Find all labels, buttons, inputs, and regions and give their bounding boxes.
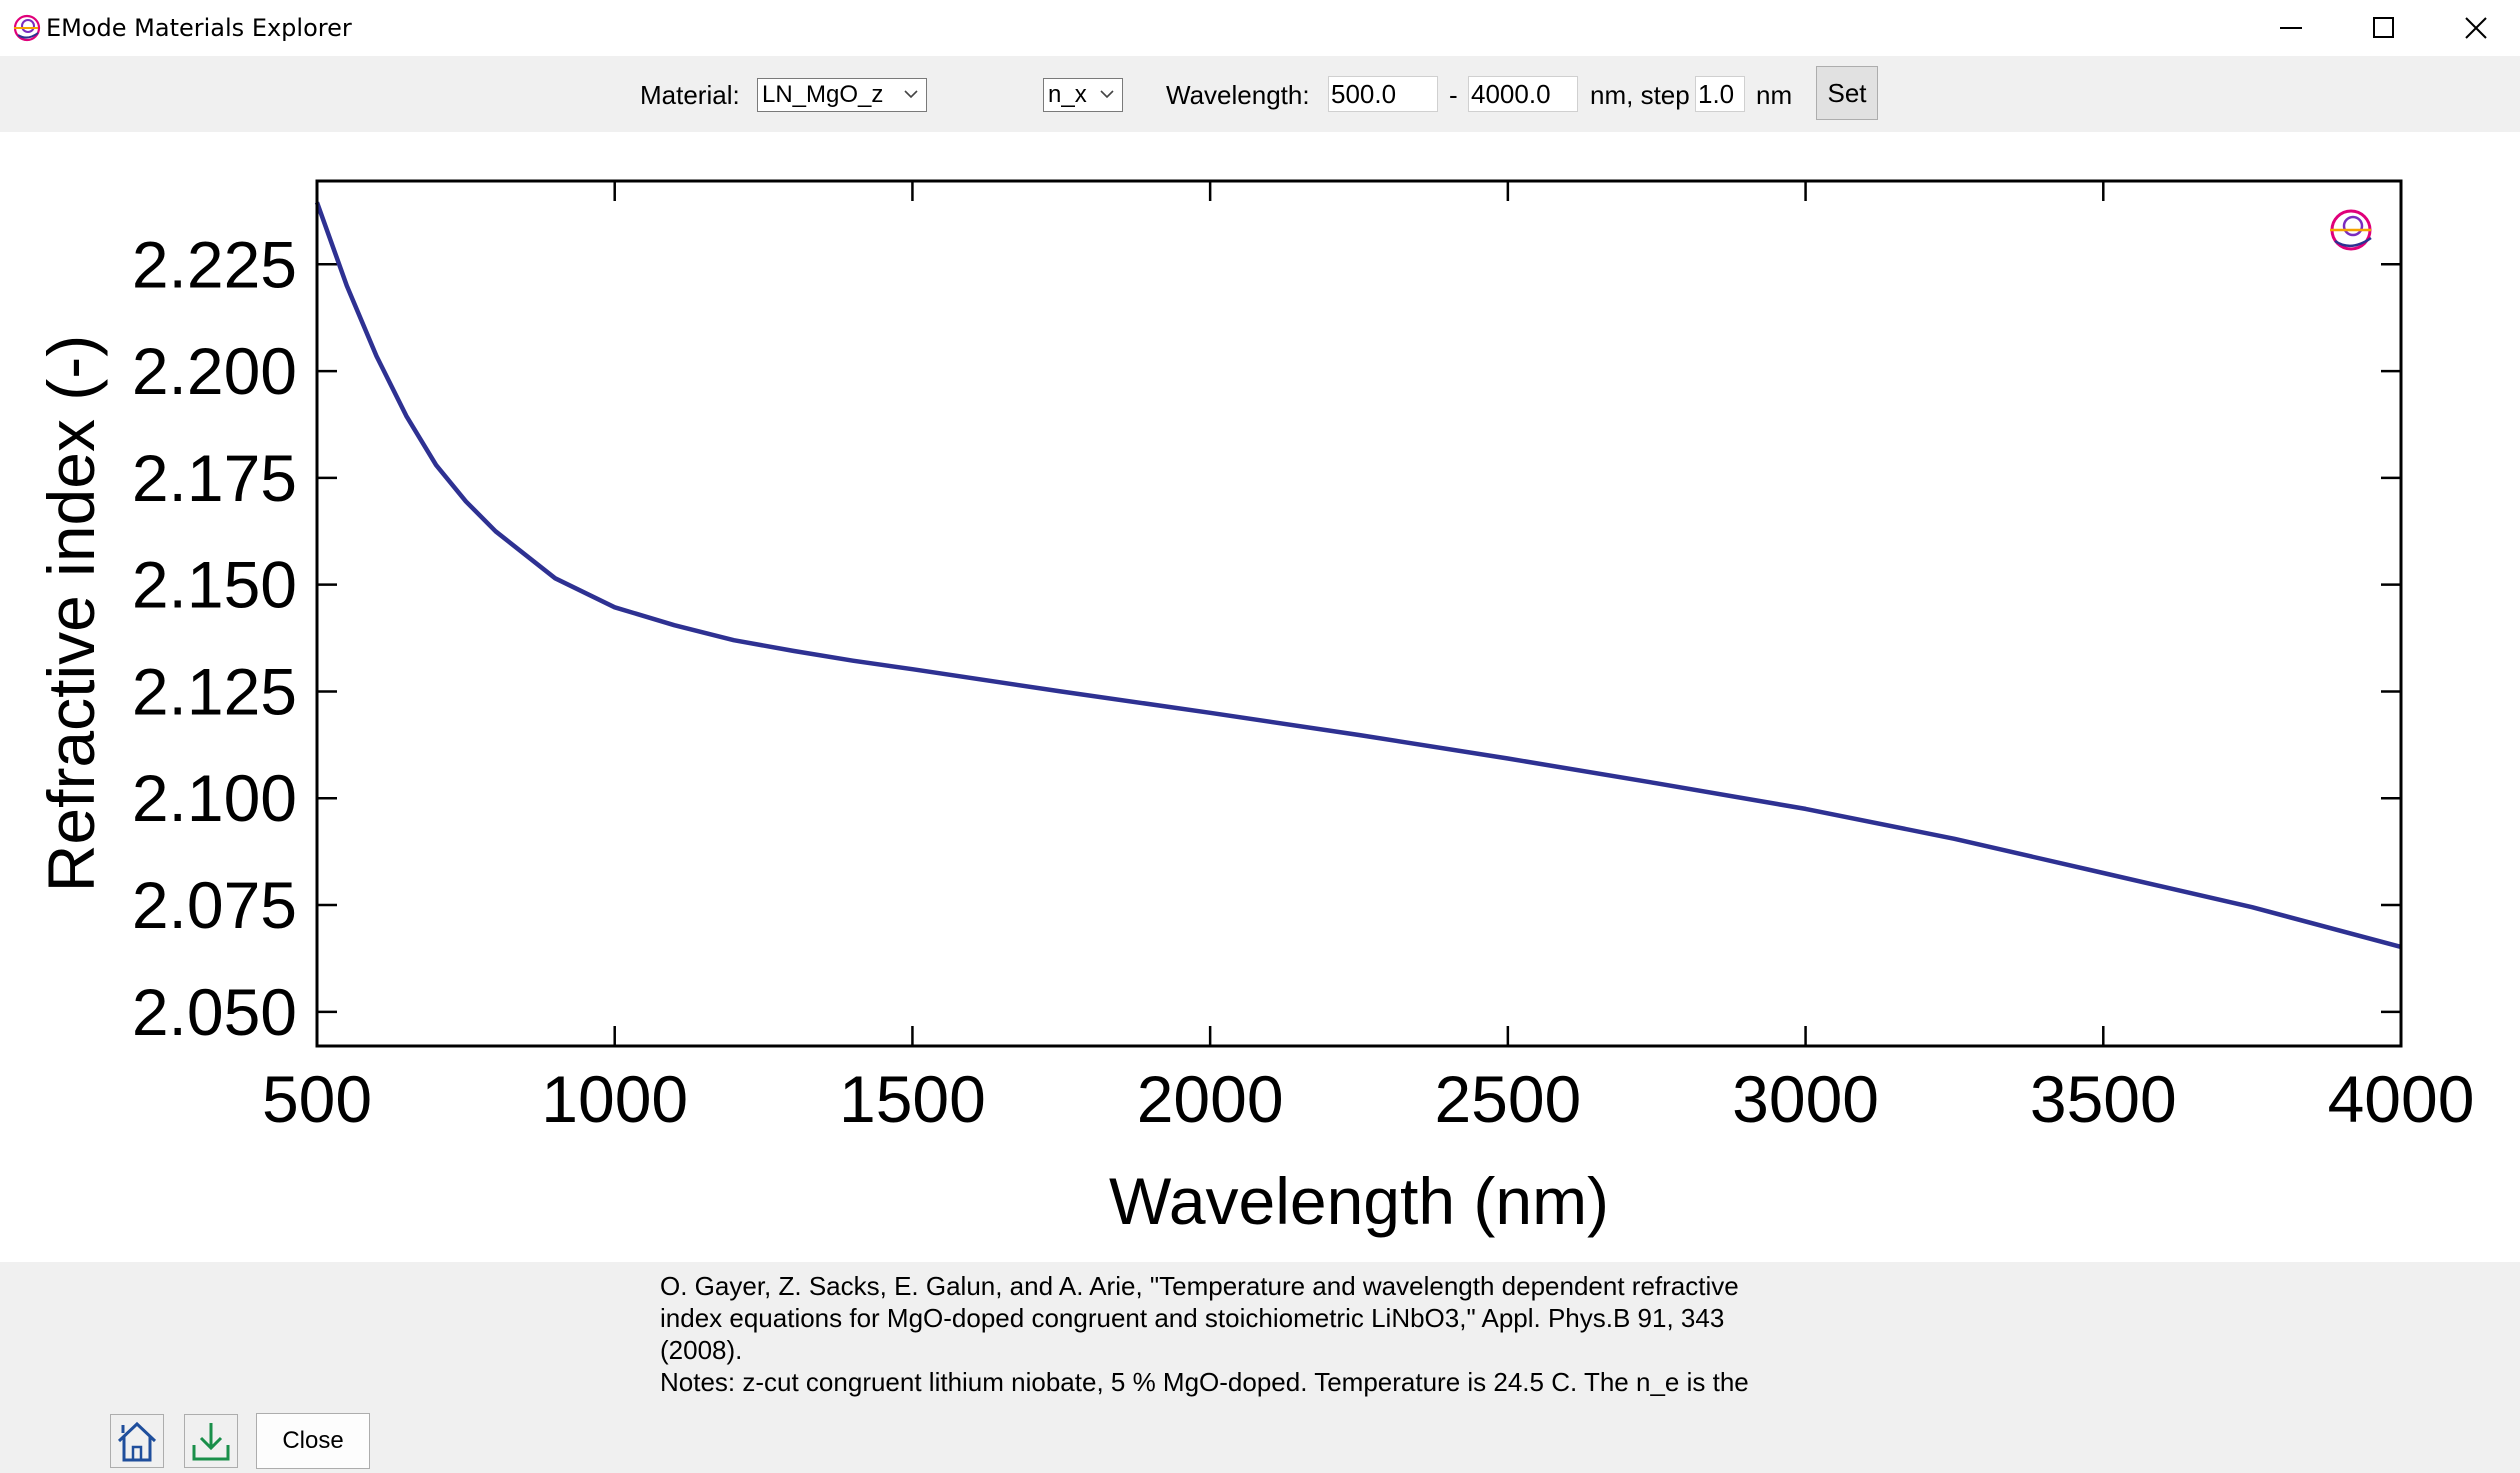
reference-line: (2008).	[660, 1335, 743, 1365]
x-tick-label: 2500	[1434, 1062, 1581, 1136]
y-tick-label: 2.125	[132, 654, 297, 728]
close-icon	[2465, 17, 2487, 39]
y-tick-label: 2.150	[132, 548, 297, 622]
x-axis-ticks: 500 1000 1500 2000 2500 3000 3500 4000	[262, 181, 2474, 1136]
reference-line: index equations for MgO-doped congruent …	[660, 1303, 1725, 1333]
notes-line: Notes: z-cut congruent lithium niobate, …	[660, 1367, 1749, 1397]
x-tick-label: 3000	[1732, 1062, 1879, 1136]
wavelength-min-input[interactable]: 500.0	[1328, 76, 1438, 112]
minimize-icon	[2280, 27, 2302, 29]
x-tick-label: 500	[262, 1062, 372, 1136]
x-tick-label: 4000	[2328, 1062, 2475, 1136]
material-label: Material:	[640, 80, 740, 110]
x-axis-label: Wavelength (nm)	[1109, 1164, 1609, 1238]
nm-step-label: nm, step	[1590, 80, 1690, 110]
range-dash: -	[1449, 80, 1458, 110]
series-line	[314, 201, 2402, 950]
x-tick-label: 1500	[839, 1062, 986, 1136]
download-icon	[192, 1423, 230, 1461]
chevron-down-icon	[904, 90, 918, 99]
y-axis-ticks: 2.050 2.075 2.100 2.125 2.150 2.175 2.200 2.225	[132, 227, 2401, 1049]
y-tick-label: 2.200	[132, 334, 297, 408]
x-tick-label: 2000	[1137, 1062, 1284, 1136]
y-tick-label: 2.050	[132, 975, 297, 1049]
y-tick-label: 2.075	[132, 868, 297, 942]
refractive-index-chart[interactable]: 2.050 2.075 2.100 2.125 2.150 2.175 2.200 2.225…	[0, 132, 2520, 1262]
plot-area: 2.050 2.075 2.100 2.125 2.150 2.175 2.200 2.225…	[0, 132, 2520, 1262]
window-title: EMode Materials Explorer	[46, 14, 352, 42]
home-icon	[117, 1421, 157, 1462]
toolbar: Material: LN_MgO_z n_x Wavelength: 500.0…	[0, 56, 2520, 132]
material-select[interactable]: LN_MgO_z	[757, 78, 927, 112]
nm-label: nm	[1756, 80, 1793, 110]
chevron-down-icon	[1100, 90, 1114, 99]
maximize-button[interactable]	[2338, 0, 2430, 56]
plot-frame	[315, 179, 2403, 1048]
emode-logo-icon	[13, 14, 41, 42]
reference-text: O. Gayer, Z. Sacks, E. Galun, and A. Ari…	[660, 1270, 1840, 1398]
y-tick-label: 2.225	[132, 227, 297, 301]
material-select-value: LN_MgO_z	[762, 81, 884, 108]
maximize-icon	[2373, 17, 2394, 38]
y-tick-label: 2.175	[132, 441, 297, 515]
close-button[interactable]: Close	[256, 1413, 370, 1469]
y-tick-label: 2.100	[132, 761, 297, 835]
wavelength-label: Wavelength:	[1166, 80, 1310, 110]
component-select[interactable]: n_x	[1043, 78, 1123, 112]
wavelength-max-input[interactable]: 4000.0	[1468, 76, 1578, 112]
component-select-value: n_x	[1048, 81, 1087, 108]
save-button[interactable]	[184, 1414, 238, 1468]
home-button[interactable]	[110, 1414, 164, 1468]
y-axis-label: Refractive index (-)	[34, 335, 108, 893]
close-window-button[interactable]	[2430, 0, 2520, 56]
info-panel: O. Gayer, Z. Sacks, E. Galun, and A. Ari…	[0, 1262, 2520, 1473]
x-tick-label: 3500	[2030, 1062, 2177, 1136]
step-input[interactable]: 1.0	[1695, 76, 1745, 112]
x-tick-label: 1000	[541, 1062, 688, 1136]
emode-watermark-icon	[2330, 209, 2372, 251]
reference-line: O. Gayer, Z. Sacks, E. Galun, and A. Ari…	[660, 1271, 1739, 1301]
set-button[interactable]: Set	[1816, 66, 1878, 120]
title-bar: EMode Materials Explorer	[0, 0, 2520, 56]
minimize-button[interactable]	[2246, 0, 2338, 56]
